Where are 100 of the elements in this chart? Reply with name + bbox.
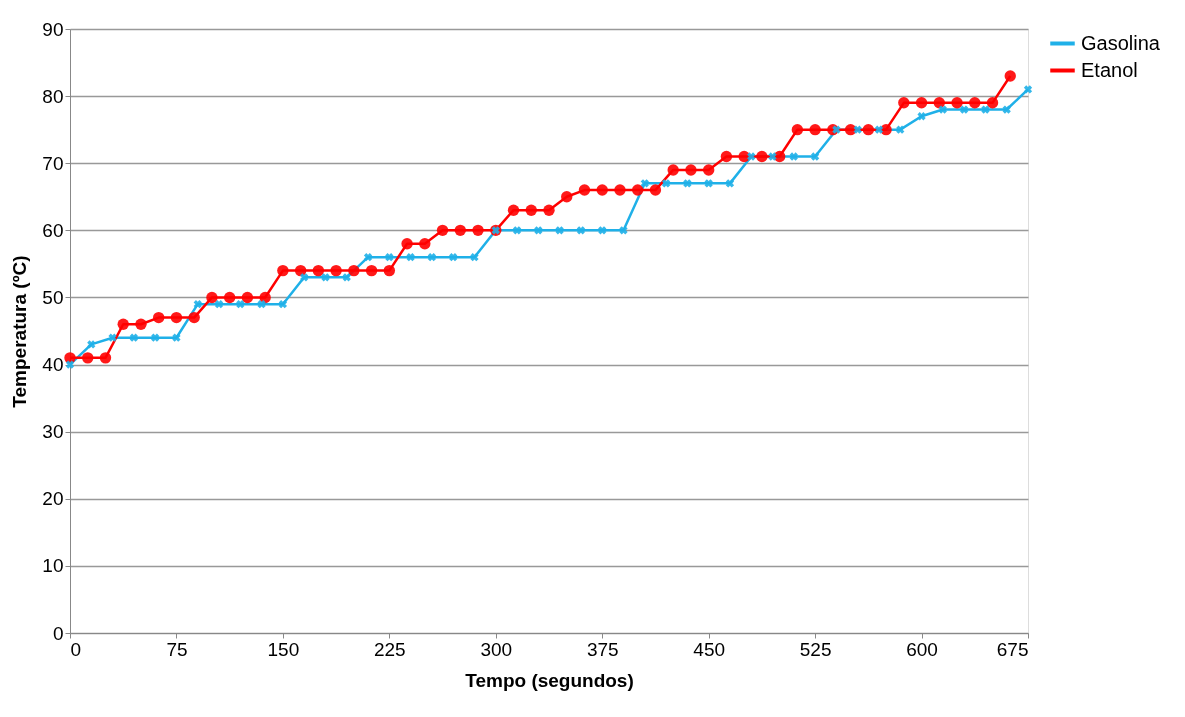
y-tick-label: 10 bbox=[42, 555, 64, 577]
x-tick-label: 0 bbox=[70, 638, 82, 660]
point bbox=[363, 253, 373, 262]
point bbox=[277, 264, 289, 277]
point bbox=[898, 97, 910, 109]
point bbox=[578, 184, 591, 196]
point bbox=[257, 300, 266, 309]
point bbox=[862, 123, 875, 136]
x-tick-label: 675 bbox=[996, 638, 1029, 660]
point bbox=[117, 318, 129, 330]
x-tick-label: 525 bbox=[799, 638, 832, 660]
y-axis-title: Temperatura (ºC) bbox=[9, 255, 31, 408]
y-tick-label: 40 bbox=[42, 354, 64, 376]
point bbox=[525, 204, 537, 216]
point bbox=[789, 152, 798, 161]
point bbox=[720, 150, 733, 163]
point bbox=[704, 179, 713, 188]
y-tick-label: 60 bbox=[42, 219, 64, 241]
point bbox=[321, 273, 330, 282]
y-tick-label: 90 bbox=[42, 18, 64, 40]
point bbox=[685, 164, 697, 176]
point bbox=[206, 291, 218, 304]
point bbox=[896, 125, 905, 134]
legend-label: Etanol bbox=[1081, 58, 1138, 81]
point bbox=[1002, 105, 1011, 114]
point bbox=[809, 123, 821, 136]
point bbox=[986, 97, 999, 109]
point bbox=[135, 318, 147, 330]
point bbox=[951, 97, 963, 109]
legend-label: Gasolina bbox=[1081, 31, 1161, 54]
point bbox=[614, 184, 626, 196]
point bbox=[959, 105, 969, 114]
point bbox=[153, 311, 165, 324]
point bbox=[236, 300, 245, 309]
point bbox=[768, 152, 777, 161]
point bbox=[427, 253, 437, 262]
point bbox=[915, 97, 928, 109]
y-tick-label: 80 bbox=[42, 85, 64, 107]
point bbox=[300, 273, 309, 282]
point bbox=[419, 238, 431, 250]
point bbox=[449, 253, 458, 262]
x-tick-label: 150 bbox=[267, 638, 300, 660]
point bbox=[472, 224, 484, 237]
point bbox=[151, 333, 160, 342]
point bbox=[223, 291, 236, 304]
point bbox=[917, 112, 926, 121]
x-axis-title: Tempo (segundos) bbox=[465, 669, 634, 691]
point bbox=[259, 291, 271, 304]
point bbox=[534, 226, 543, 235]
point bbox=[188, 311, 200, 324]
point bbox=[756, 150, 768, 163]
y-tick-label: 70 bbox=[42, 152, 64, 174]
point bbox=[401, 238, 413, 250]
point bbox=[512, 226, 522, 235]
point bbox=[470, 253, 479, 262]
point bbox=[82, 352, 94, 364]
x-tick-label: 225 bbox=[373, 638, 406, 660]
y-tick-label: 50 bbox=[42, 286, 64, 308]
point bbox=[365, 264, 378, 277]
point bbox=[454, 224, 466, 237]
point bbox=[598, 226, 607, 235]
point bbox=[108, 333, 117, 342]
point bbox=[555, 226, 564, 235]
point bbox=[619, 226, 628, 235]
point bbox=[99, 352, 112, 364]
point bbox=[874, 125, 884, 134]
point bbox=[507, 204, 520, 216]
point bbox=[170, 311, 183, 324]
point bbox=[241, 291, 254, 304]
point bbox=[938, 105, 947, 114]
point bbox=[632, 184, 644, 196]
point bbox=[981, 105, 990, 114]
point bbox=[640, 179, 649, 188]
point bbox=[683, 179, 692, 188]
point bbox=[129, 333, 139, 342]
x-tick-label: 450 bbox=[693, 638, 726, 660]
point bbox=[702, 164, 715, 176]
x-tick-label: 600 bbox=[906, 638, 938, 660]
x-tick-label: 375 bbox=[586, 638, 619, 660]
point bbox=[791, 123, 804, 136]
point bbox=[543, 204, 555, 216]
point bbox=[832, 125, 841, 134]
point bbox=[383, 264, 396, 277]
x-tick-label: 75 bbox=[166, 638, 188, 660]
point bbox=[649, 184, 662, 196]
point bbox=[406, 253, 415, 262]
point bbox=[576, 226, 586, 235]
point bbox=[853, 125, 862, 134]
point bbox=[725, 179, 735, 188]
point bbox=[330, 264, 342, 277]
point bbox=[172, 333, 181, 342]
point bbox=[312, 264, 325, 277]
point bbox=[348, 264, 360, 277]
point bbox=[385, 253, 394, 262]
point bbox=[214, 300, 224, 309]
point bbox=[278, 300, 288, 309]
y-tick-label: 20 bbox=[42, 488, 64, 510]
point bbox=[294, 264, 307, 277]
point bbox=[87, 340, 96, 349]
point bbox=[65, 360, 75, 369]
